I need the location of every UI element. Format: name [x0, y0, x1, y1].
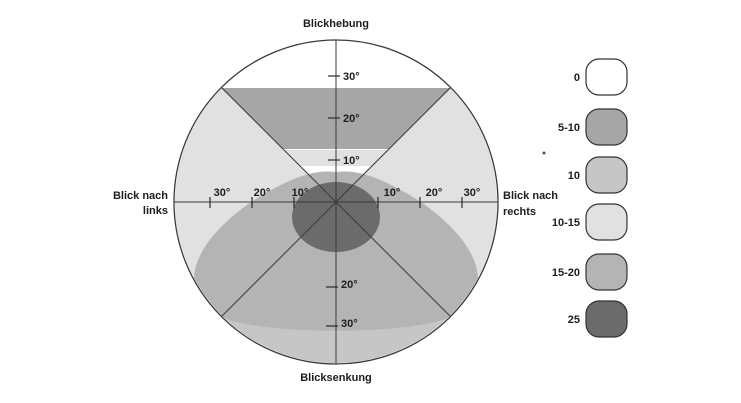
- tick-marks: [209, 75, 463, 327]
- tick-label-left-20: 20°: [254, 187, 271, 199]
- tick-label-right-10: 10°: [384, 187, 401, 199]
- legend-label-10-15: 10-15: [552, 217, 580, 229]
- legend-item-15-20: 15-20: [552, 253, 628, 291]
- legend-item-10: 10: [568, 156, 628, 194]
- gaze-left-label: Blick nach links: [113, 190, 168, 217]
- axis-title-up: Blickhebung: [303, 18, 369, 30]
- legend-label-0: 0: [574, 72, 580, 84]
- legend-item-25: 25: [568, 300, 628, 338]
- gaze-left-line1: Blick nach: [113, 190, 168, 202]
- legend-item-0: 0: [574, 58, 628, 96]
- gaze-right-label: Blick nach rechts: [503, 190, 558, 218]
- legend: 0 5-10 10 10-15 15-20 25: [552, 58, 628, 338]
- legend-swatch-10-15: [585, 203, 628, 241]
- tick-label-up-30: 30°: [343, 71, 360, 83]
- legend-swatch-25: [585, 300, 628, 338]
- legend-item-10-15: 10-15: [552, 203, 628, 241]
- diagonal-down-right: [335, 201, 451, 317]
- tick-label-down-30: 30°: [341, 318, 358, 330]
- legend-label-10: 10: [568, 170, 580, 182]
- sector-lines: [174, 40, 498, 364]
- legend-swatch-10: [585, 156, 628, 194]
- gaze-right-line2: rechts: [503, 206, 536, 218]
- legend-label-5-10: 5-10: [558, 122, 580, 134]
- tick-label-up-20: 20°: [343, 113, 360, 125]
- legend-swatch-0: [585, 58, 628, 96]
- diagonal-up-right: [335, 87, 451, 203]
- legend-label-15-20: 15-20: [552, 267, 580, 279]
- legend-label-25: 25: [568, 314, 580, 326]
- tick-label-down-20: 20°: [341, 279, 358, 291]
- tick-label-left-30: 30°: [214, 187, 231, 199]
- scan-artifact-dot: [542, 151, 546, 155]
- tick-label-left-10: 10°: [292, 187, 309, 199]
- diagonal-up-left: [221, 87, 337, 203]
- axis-title-down: Blicksenkung: [300, 372, 372, 384]
- tick-label-right-30: 30°: [464, 187, 481, 199]
- legend-swatch-5-10: [585, 108, 628, 146]
- gaze-right-line1: Blick nach: [503, 190, 558, 202]
- tick-label-up-10: 10°: [343, 155, 360, 167]
- polar-field: 30° 20° 10° 20° 30° 30° 20° 10° 10° 20° …: [113, 18, 558, 384]
- gaze-left-line2: links: [143, 205, 168, 217]
- legend-swatch-15-20: [585, 253, 628, 291]
- legend-item-5-10: 5-10: [558, 108, 628, 146]
- diagonal-down-left: [221, 201, 337, 317]
- tick-label-right-20: 20°: [426, 187, 443, 199]
